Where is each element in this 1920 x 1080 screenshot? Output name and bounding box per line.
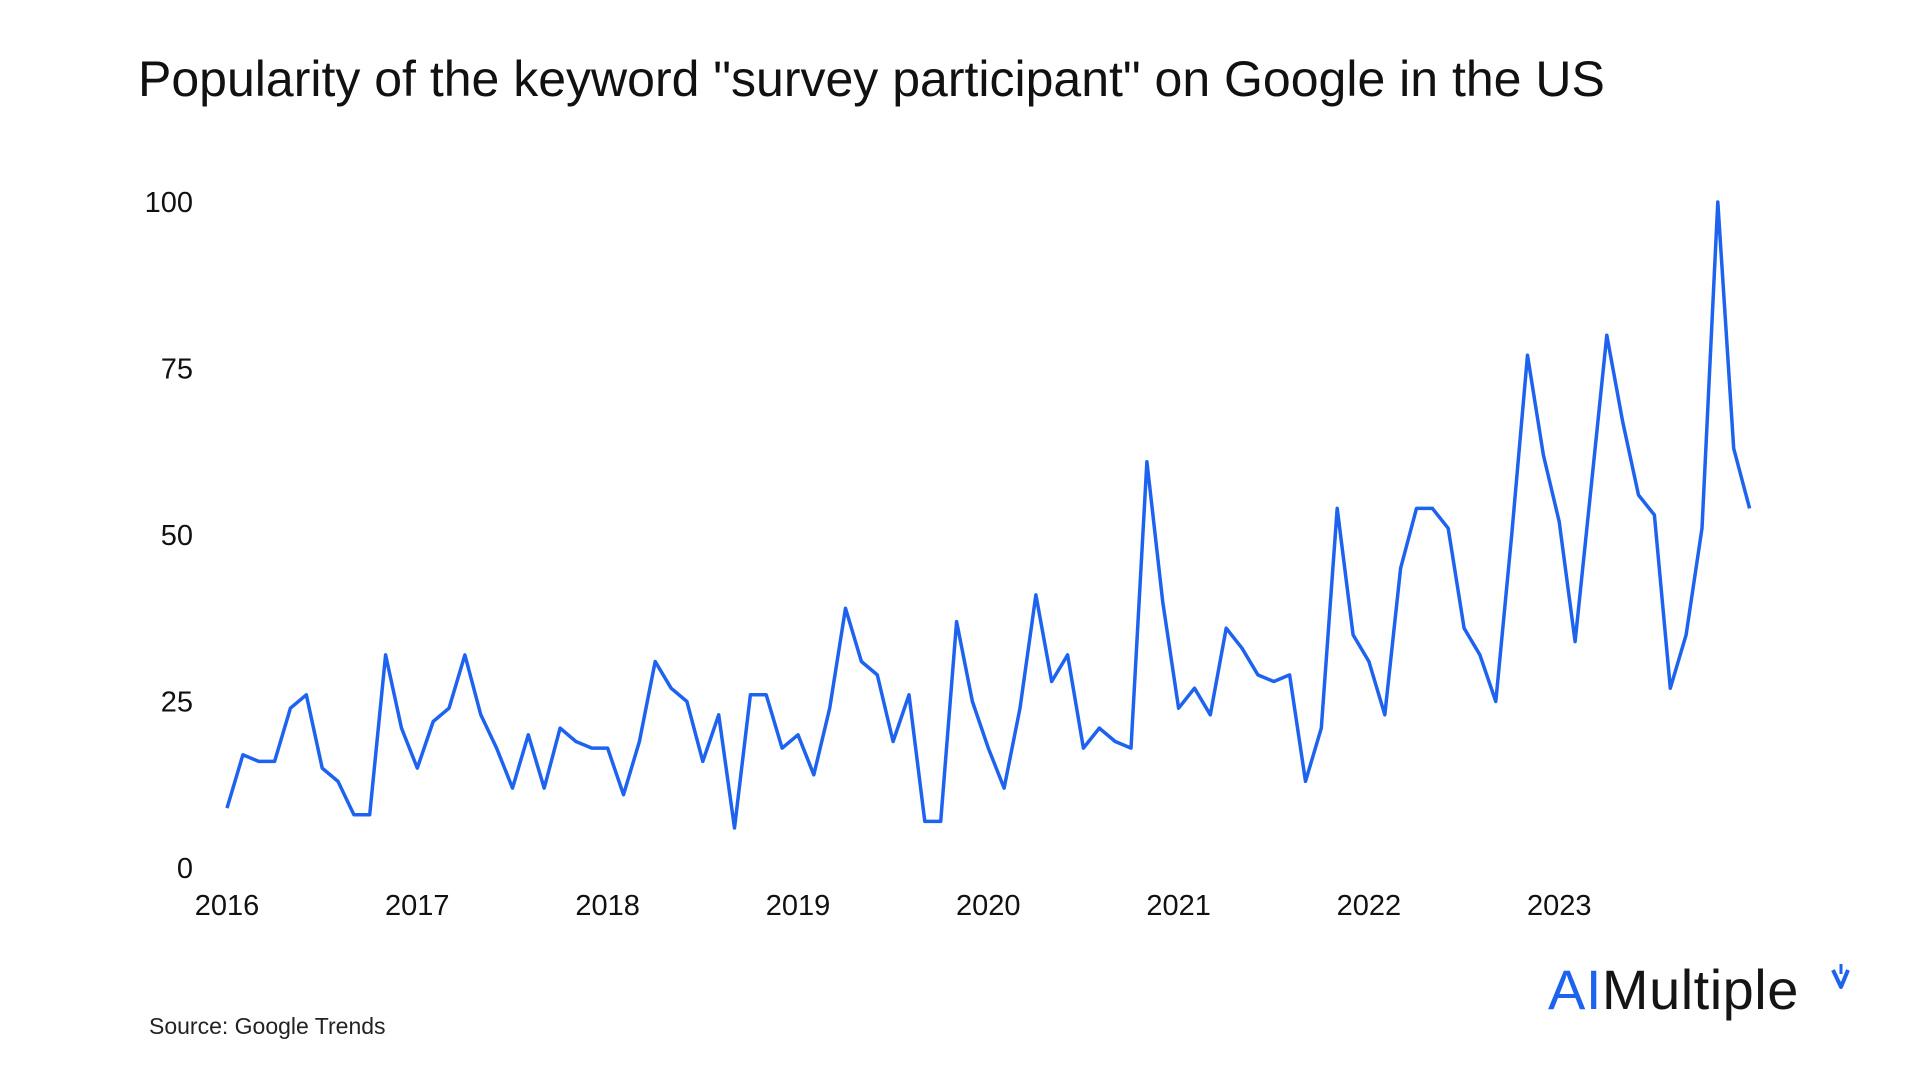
x-tick-label: 2020 <box>956 890 1021 922</box>
y-axis-ticks: 0 25 50 75 100 <box>145 187 193 885</box>
chart-title: Popularity of the keyword "survey partic… <box>138 51 1605 107</box>
y-tick-label: 50 <box>161 520 193 552</box>
logo-multiple-text: Multiple <box>1601 958 1799 1021</box>
series-line-group <box>225 200 1752 830</box>
x-axis-ticks: 2016 2017 2018 2019 2020 2021 2022 2023 <box>195 890 1592 922</box>
x-tick-label: 2021 <box>1146 890 1211 922</box>
y-tick-label: 25 <box>161 687 193 719</box>
y-tick-label: 75 <box>161 354 193 386</box>
y-tick-label: 0 <box>177 853 193 885</box>
logo-mark-icon <box>1831 964 1850 989</box>
aimultiple-logo: AIMultiple <box>1548 957 1799 1022</box>
x-tick-label: 2019 <box>766 890 831 922</box>
logo-ai-text: AI <box>1548 958 1602 1021</box>
x-tick-label: 2023 <box>1527 890 1592 922</box>
x-tick-label: 2022 <box>1337 890 1402 922</box>
source-note: Source: Google Trends <box>149 1013 386 1039</box>
x-tick-label: 2017 <box>385 890 450 922</box>
x-tick-label: 2016 <box>195 890 260 922</box>
series-line <box>225 200 1752 830</box>
x-tick-label: 2018 <box>575 890 640 922</box>
y-tick-label: 100 <box>145 187 193 219</box>
